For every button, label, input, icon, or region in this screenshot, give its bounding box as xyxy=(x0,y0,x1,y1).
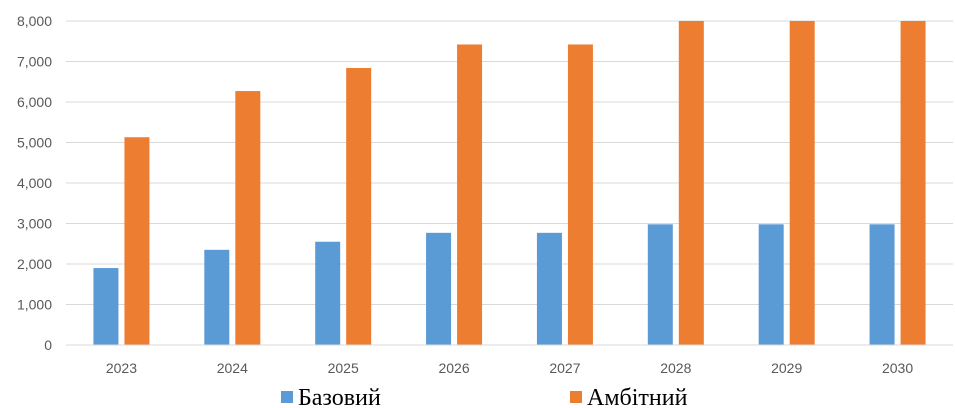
bar-baseline xyxy=(93,268,119,345)
legend-label: Амбітний xyxy=(587,385,688,408)
bar-baseline xyxy=(869,224,895,345)
y-tick-label: 2,000 xyxy=(17,256,52,272)
x-tick-label: 2030 xyxy=(882,360,913,376)
legend-label: Базовий xyxy=(298,385,381,408)
y-tick-label: 8,000 xyxy=(17,13,52,29)
x-tick-label: 2029 xyxy=(771,360,802,376)
legend-swatch xyxy=(570,391,582,403)
y-tick-label: 7,000 xyxy=(17,54,52,70)
bar-baseline xyxy=(647,224,673,345)
gridlines xyxy=(66,20,953,305)
y-tick-label: 5,000 xyxy=(17,135,52,151)
x-tick-label: 2028 xyxy=(660,360,691,376)
bar-ambitious xyxy=(124,137,150,345)
bar-baseline xyxy=(536,232,562,345)
bar-ambitious xyxy=(457,44,483,346)
bar-ambitious xyxy=(678,21,704,345)
y-tick-label: 3,000 xyxy=(17,216,52,232)
bar-ambitious xyxy=(567,44,593,346)
y-tick-label: 4,000 xyxy=(17,175,52,191)
y-tick-label: 0 xyxy=(44,337,52,353)
y-tick-label: 1,000 xyxy=(17,297,52,313)
legend: Базовий Амбітний xyxy=(281,385,688,408)
bar-ambitious xyxy=(789,21,815,345)
bar-ambitious xyxy=(900,21,926,345)
x-tick-label: 2023 xyxy=(106,360,137,376)
bar-baseline xyxy=(204,249,230,345)
x-tick-label: 2026 xyxy=(438,360,469,376)
x-tick-label: 2027 xyxy=(549,360,580,376)
bar-baseline xyxy=(315,241,341,345)
y-axis-tick-labels: 0 1,000 2,000 3,000 4,000 5,000 6,000 7,000 8,00… xyxy=(17,13,52,353)
y-tick-label: 6,000 xyxy=(17,94,52,110)
bar-ambitious xyxy=(346,67,372,345)
x-axis-tick-labels: 2023 2024 2025 2026 2027 2028 2029 2030 xyxy=(106,360,913,376)
legend-swatch xyxy=(281,391,293,403)
bar-ambitious xyxy=(235,91,261,345)
x-tick-label: 2024 xyxy=(217,360,248,376)
bar-baseline xyxy=(426,232,452,345)
x-tick-label: 2025 xyxy=(328,360,359,376)
bar-baseline xyxy=(758,224,784,345)
bars xyxy=(93,21,926,346)
